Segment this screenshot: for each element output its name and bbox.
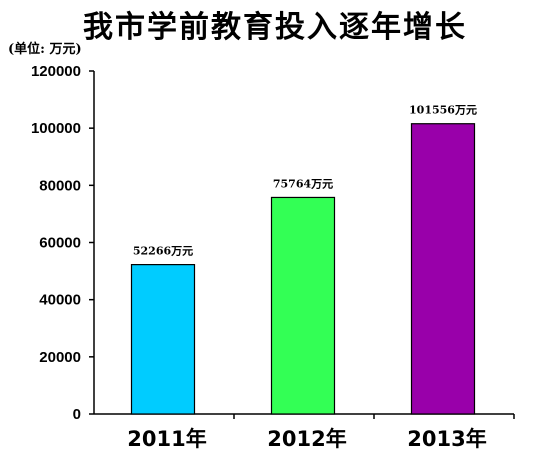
y-tick-label: 60000 — [39, 235, 81, 252]
bar — [270, 196, 336, 415]
x-category-label: 2012年 — [267, 427, 346, 451]
x-category-label: 2011年 — [127, 427, 206, 451]
bar — [130, 264, 196, 415]
y-tick-label: 0 — [73, 406, 81, 423]
chart-title: 我市学前教育投入逐年增长 — [83, 10, 467, 45]
y-tick-label: 100000 — [31, 120, 81, 137]
unit-label: (单位: 万元) — [8, 42, 82, 57]
data-label: 52266万元 — [133, 245, 193, 258]
y-tick-label: 20000 — [39, 349, 81, 366]
data-label: 101556万元 — [409, 104, 477, 117]
bar — [410, 123, 476, 415]
y-tick-label: 80000 — [39, 177, 81, 194]
data-label: 75764万元 — [273, 177, 333, 190]
y-tick-label: 40000 — [39, 292, 81, 309]
y-tick-label: 120000 — [31, 63, 81, 80]
x-category-label: 2013年 — [407, 427, 486, 451]
